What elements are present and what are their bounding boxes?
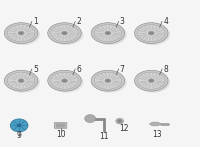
Ellipse shape [94, 72, 122, 89]
Ellipse shape [148, 31, 154, 35]
Ellipse shape [106, 32, 110, 34]
Text: 7: 7 [120, 65, 125, 74]
Ellipse shape [106, 80, 110, 82]
Ellipse shape [91, 23, 125, 44]
Ellipse shape [19, 32, 23, 34]
Ellipse shape [136, 24, 170, 45]
Circle shape [116, 118, 124, 124]
Ellipse shape [148, 79, 154, 83]
Ellipse shape [19, 80, 23, 82]
Text: 2: 2 [76, 17, 81, 26]
Ellipse shape [136, 72, 170, 93]
Ellipse shape [18, 31, 24, 35]
Ellipse shape [6, 24, 40, 45]
Text: 8: 8 [163, 65, 168, 74]
Ellipse shape [7, 25, 35, 42]
Circle shape [10, 119, 28, 132]
Circle shape [17, 124, 21, 127]
Ellipse shape [138, 72, 165, 89]
Polygon shape [149, 122, 161, 126]
Ellipse shape [93, 24, 127, 45]
Ellipse shape [50, 72, 83, 93]
Ellipse shape [50, 24, 83, 45]
FancyBboxPatch shape [54, 123, 67, 128]
Ellipse shape [63, 80, 66, 82]
Text: 13: 13 [152, 130, 162, 139]
Text: 12: 12 [119, 124, 128, 133]
Ellipse shape [93, 72, 127, 93]
Ellipse shape [94, 25, 122, 42]
Ellipse shape [91, 70, 125, 91]
Ellipse shape [150, 80, 153, 82]
Ellipse shape [7, 72, 35, 89]
Text: 11: 11 [99, 132, 109, 141]
Ellipse shape [4, 70, 38, 91]
Text: 3: 3 [120, 17, 125, 26]
Circle shape [85, 115, 96, 123]
Text: 9: 9 [17, 131, 22, 140]
Ellipse shape [61, 31, 68, 35]
Ellipse shape [48, 70, 81, 91]
Ellipse shape [51, 25, 78, 42]
Ellipse shape [138, 25, 165, 42]
Ellipse shape [63, 32, 66, 34]
Ellipse shape [6, 72, 40, 93]
Ellipse shape [105, 79, 111, 83]
Text: 5: 5 [33, 65, 38, 74]
Ellipse shape [4, 23, 38, 44]
Text: 1: 1 [33, 17, 38, 26]
Circle shape [118, 120, 122, 123]
Ellipse shape [135, 70, 168, 91]
Ellipse shape [18, 79, 24, 83]
Ellipse shape [150, 32, 153, 34]
Ellipse shape [48, 23, 81, 44]
Text: 6: 6 [76, 65, 81, 74]
Text: 4: 4 [163, 17, 168, 26]
Ellipse shape [135, 23, 168, 44]
Text: 10: 10 [56, 130, 65, 139]
Ellipse shape [61, 79, 68, 83]
Ellipse shape [105, 31, 111, 35]
Ellipse shape [51, 72, 78, 89]
